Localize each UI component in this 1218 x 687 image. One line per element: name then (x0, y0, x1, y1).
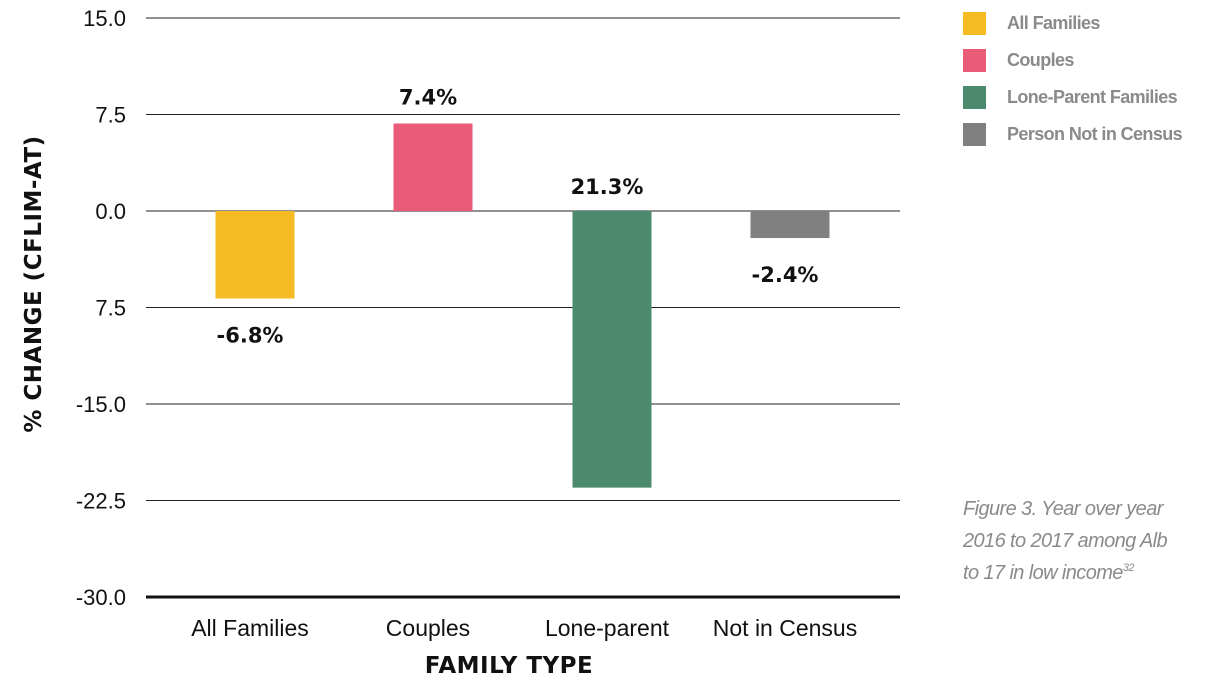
value-label: -6.8% (217, 323, 284, 347)
x-tick-label: Lone-parent (545, 615, 670, 641)
x-axis-title: FAMILY TYPE (425, 653, 593, 679)
bar-couples (393, 123, 473, 211)
bar-not-in-census (750, 211, 830, 239)
value-label: 21.3% (571, 175, 644, 199)
caption-line-3: to 17 in low income32 (963, 557, 1218, 589)
legend-item: Couples (963, 48, 1182, 72)
y-tick-label: 15.0 (83, 6, 126, 31)
value-label: 7.4% (399, 86, 457, 110)
legend-item: Person Not in Census (963, 122, 1183, 146)
y-tick-label: -30.0 (76, 585, 126, 610)
legend-label: Lone-Parent Families (1007, 86, 1178, 107)
bars (215, 123, 830, 488)
y-tick-labels: 15.0 7.5 0.0 7.5 -15.0 -22.5 -30.0 (76, 6, 126, 610)
caption-line-1: Figure 3. Year over year (963, 498, 1163, 520)
y-tick-label: 7.5 (95, 103, 126, 128)
y-tick-label: -22.5 (76, 489, 126, 514)
x-tick-label: Couples (386, 615, 470, 641)
y-tick-label: 7.5 (95, 296, 126, 321)
legend-swatch (963, 85, 986, 109)
x-tick-label: Not in Census (713, 615, 857, 641)
bar-lone-parent (572, 211, 652, 488)
legend-label: Person Not in Census (1007, 123, 1183, 144)
legend-label: Couples (1007, 49, 1074, 70)
value-label: -2.4% (752, 263, 819, 287)
y-axis-title: % CHANGE (CFLIM-AT) (21, 135, 47, 432)
caption-line-2: 2016 to 2017 among Alb (963, 530, 1168, 552)
legend-swatch (963, 122, 986, 146)
x-tick-labels: All Families Couples Lone-parent Not in Cen… (191, 615, 857, 641)
legend-item: Lone-Parent Families (963, 85, 1182, 109)
figure-caption: Figure 3. Year over year 2016 to 2017 am… (963, 493, 1218, 589)
value-labels: -6.8% 7.4% 21.3% -2.4% (217, 86, 819, 348)
y-tick-label: 0.0 (95, 199, 126, 224)
legend-item: All Families (963, 11, 1182, 35)
y-tick-label: -15.0 (76, 392, 126, 417)
legend-swatch (963, 11, 986, 35)
legend-label: All Families (1007, 12, 1100, 33)
legend: All Families Couples Lone-Parent Families P… (963, 11, 1183, 159)
caption-line-3-text: to 17 in low income (963, 562, 1123, 584)
x-tick-label: All Families (191, 615, 309, 641)
caption-footnote-marker: 32 (1122, 562, 1135, 574)
legend-swatch (963, 48, 986, 72)
bar-all-families (215, 211, 295, 299)
